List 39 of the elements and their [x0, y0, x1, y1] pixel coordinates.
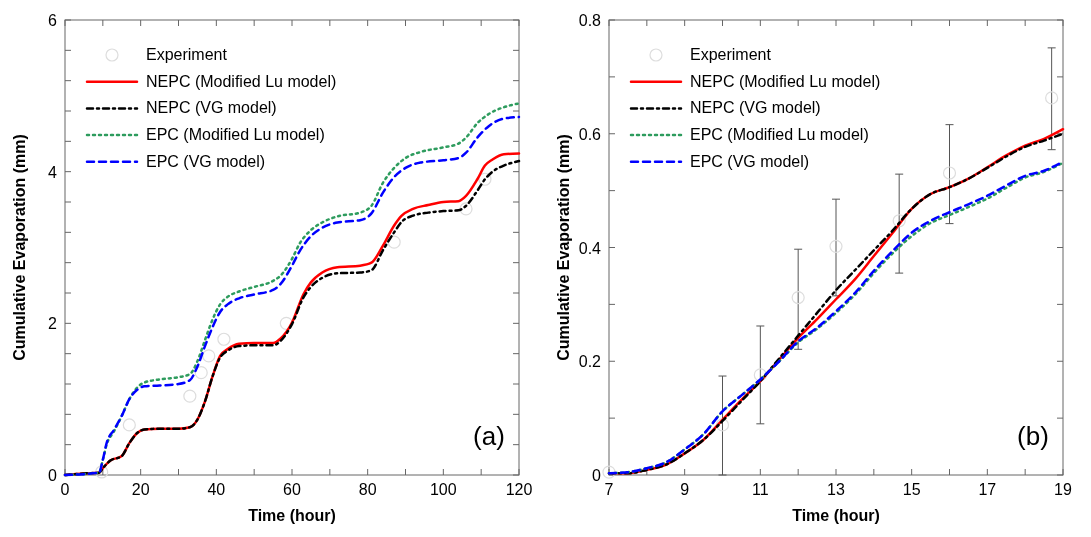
legend-label: EPC (VG model)	[146, 152, 266, 170]
y-tick-label: 0.4	[578, 239, 602, 257]
legend-label: EPC (Modified Lu model)	[690, 126, 869, 144]
x-tick-label: 80	[358, 481, 377, 498]
y-tick-label: 0.2	[578, 353, 602, 371]
x-tick-label: 120	[505, 481, 533, 498]
y-tick-label: 0	[592, 467, 602, 484]
x-tick-label: 60	[283, 481, 301, 498]
legend-label: NEPC (VG model)	[146, 99, 277, 117]
y-tick-label: 0	[48, 467, 58, 484]
y-axis-title: Cumulative Evaporation (mm)	[555, 134, 572, 361]
x-tick-label: 17	[978, 481, 997, 498]
x-tick-label: 13	[827, 481, 845, 498]
x-axis-title: Time (hour)	[792, 507, 880, 524]
x-axis-title: Time (hour)	[248, 507, 336, 524]
y-axis-title: Cumulative Evaporation (mm)	[11, 134, 28, 361]
y-tick-label: 0.8	[578, 12, 602, 29]
annotation: (a)	[473, 421, 505, 451]
legend-label: EPC (VG model)	[690, 152, 810, 170]
y-tick-label: 0.6	[578, 125, 602, 143]
legend-label: NEPC (VG model)	[690, 99, 821, 117]
x-tick-label: 40	[207, 481, 226, 498]
x-tick-label: 9	[680, 481, 690, 498]
y-tick-label: 6	[48, 12, 58, 29]
x-tick-label: 15	[902, 481, 921, 498]
x-tick-label: 20	[131, 481, 150, 498]
annotation: (b)	[1017, 421, 1049, 451]
x-tick-label: 0	[60, 481, 70, 498]
legend-label: Experiment	[146, 46, 228, 63]
legend-label: NEPC (Modified Lu model)	[690, 72, 881, 90]
legend-label: Experiment	[690, 46, 772, 63]
legend-label: NEPC (Modified Lu model)	[146, 72, 337, 90]
y-tick-label: 2	[48, 315, 58, 333]
x-tick-label: 7	[604, 481, 614, 498]
x-tick-label: 11	[752, 481, 769, 498]
y-tick-label: 4	[48, 163, 58, 181]
legend-label: EPC (Modified Lu model)	[146, 126, 325, 144]
x-tick-label: 100	[429, 481, 457, 498]
x-tick-label: 19	[1054, 481, 1072, 498]
